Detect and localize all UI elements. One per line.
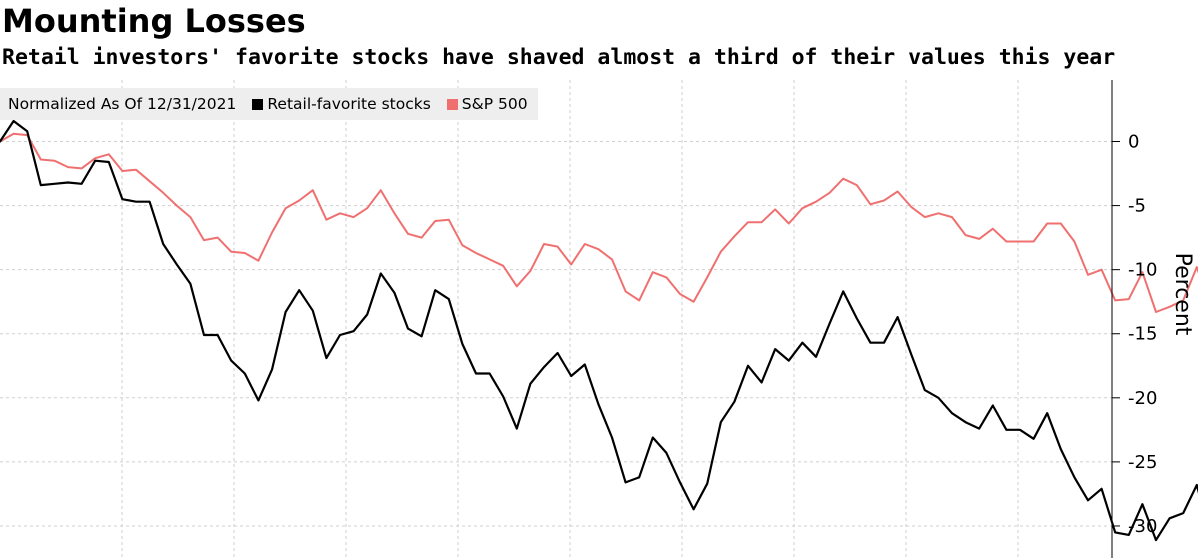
y-tick-label-1: -5 <box>1128 196 1146 217</box>
legend: Normalized As Of 12/31/2021 Retail-favor… <box>0 88 538 120</box>
series-line-sp500 <box>0 132 1198 313</box>
legend-item-retail: Retail-favorite stocks <box>252 95 431 113</box>
legend-item-sp500: S&P 500 <box>446 95 528 113</box>
chart-subtitle: Retail investors' favorite stocks have s… <box>2 45 1116 70</box>
legend-swatch-sp500 <box>446 98 458 110</box>
y-tick-label-6: -30 <box>1128 516 1157 537</box>
y-axis-title: Percent <box>1170 253 1195 336</box>
vertical-gridlines <box>121 80 1019 558</box>
y-tick-label-5: -25 <box>1128 452 1157 473</box>
horizontal-gridlines <box>0 141 1112 527</box>
legend-swatch-retail <box>252 98 264 110</box>
legend-label-retail: Retail-favorite stocks <box>267 95 431 113</box>
y-tick-label-0: 0 <box>1128 132 1139 153</box>
legend-normalization-note: Normalized As Of 12/31/2021 <box>8 95 237 113</box>
y-tick-label-4: -20 <box>1128 388 1157 409</box>
y-tick-label-2: -10 <box>1128 260 1157 281</box>
legend-label-sp500: S&P 500 <box>461 95 528 113</box>
chart-title: Mounting Losses <box>2 2 306 40</box>
series-line-retail-favorite-stocks <box>0 119 1198 542</box>
y-axis-ticks: 0 -5 -10 -15 -20 -25 -30 <box>1112 132 1157 537</box>
y-tick-label-3: -15 <box>1128 324 1157 345</box>
series-lines <box>0 119 1198 542</box>
